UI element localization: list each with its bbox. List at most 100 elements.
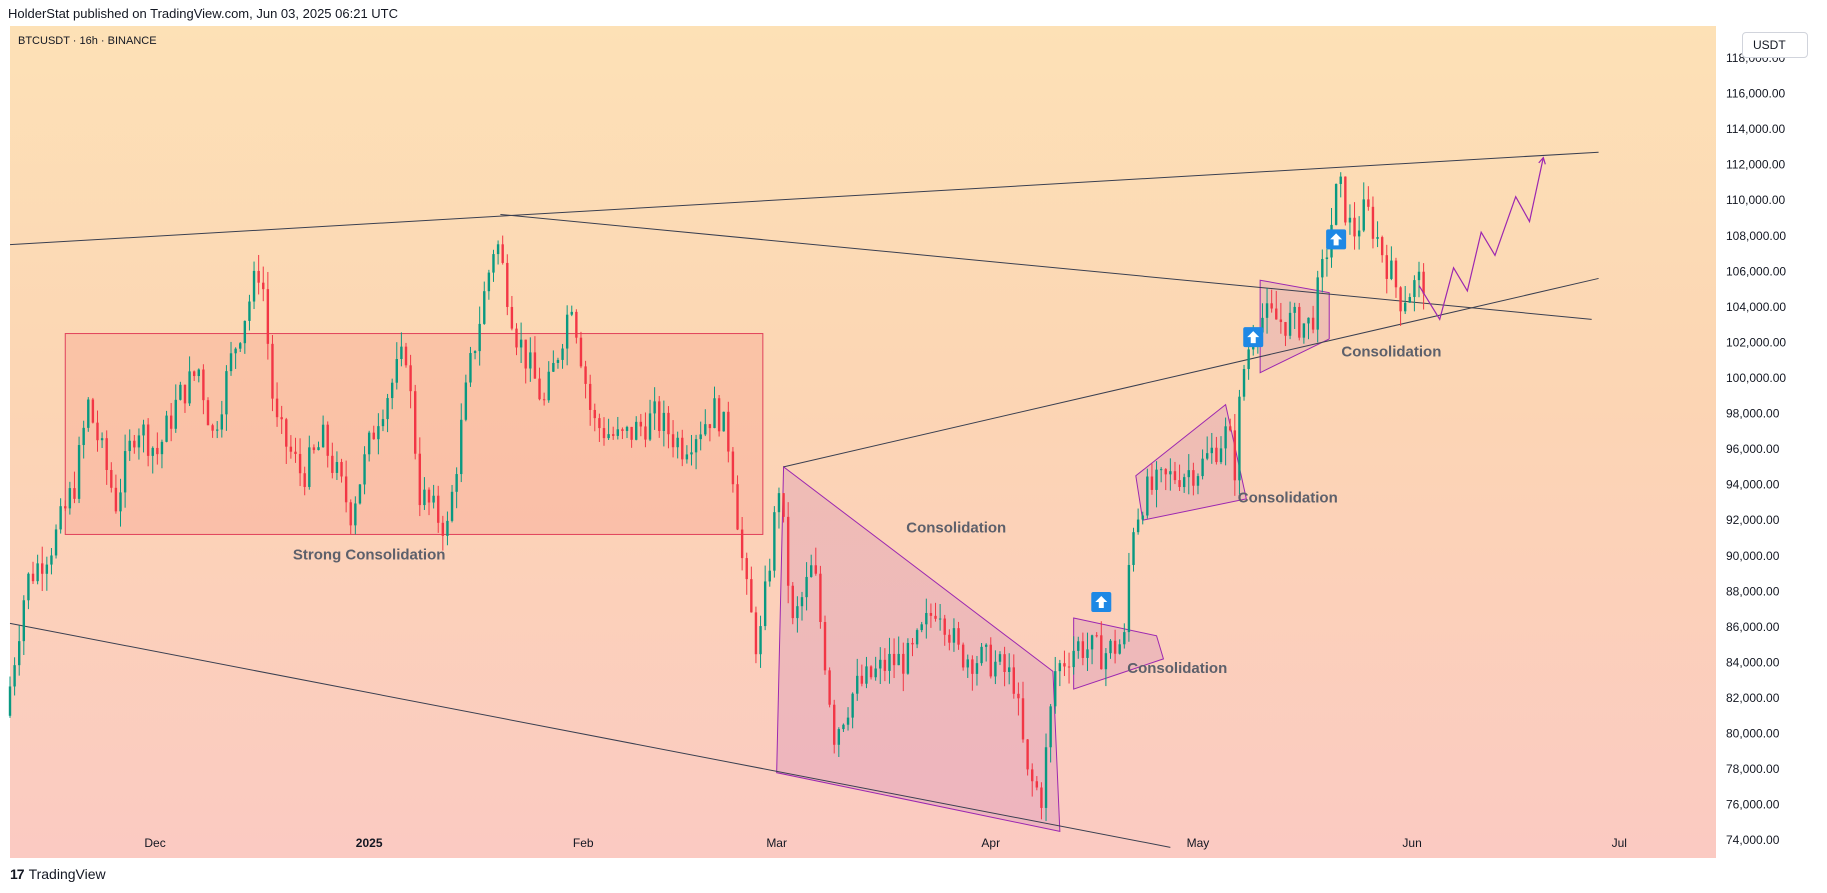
candle-body — [1325, 257, 1329, 260]
falling-wedge[interactable] — [776, 465, 1061, 832]
candle-body — [409, 365, 412, 392]
candle-body — [694, 439, 698, 453]
candle-body — [593, 409, 596, 419]
candle-body — [160, 441, 164, 455]
lower-channel-line[interactable] — [9, 622, 1171, 848]
candle-body — [676, 437, 679, 448]
candle-body — [598, 418, 601, 429]
annotation-label[interactable]: Consolidation — [906, 520, 1006, 537]
arrow-glyph — [1330, 233, 1343, 246]
candle-body — [542, 399, 546, 401]
tradingview-footer[interactable]: 17 TradingView — [10, 866, 106, 882]
candle-body — [952, 628, 956, 643]
candle-body — [658, 401, 661, 432]
candle-body — [1247, 349, 1250, 370]
candle-body — [736, 484, 739, 530]
candle-body — [1224, 426, 1227, 449]
candle-body — [492, 254, 495, 273]
candle-body — [1399, 287, 1402, 312]
candle-body — [469, 353, 472, 383]
candle-body — [354, 503, 357, 526]
candle-body — [796, 606, 799, 619]
candle-body — [874, 668, 877, 678]
candle-body — [1288, 312, 1292, 336]
price-axis[interactable] — [1716, 26, 1827, 858]
candle-body — [846, 717, 850, 725]
brand-label: TradingView — [28, 866, 106, 882]
candle-body — [87, 399, 90, 428]
candle-body — [427, 489, 431, 503]
candle-body — [1132, 532, 1135, 565]
candle-body — [133, 440, 136, 448]
currency-button[interactable]: USDT — [1742, 32, 1808, 58]
up-arrow-icon[interactable] — [1243, 327, 1264, 348]
annotation-label[interactable]: Consolidation — [1238, 489, 1338, 506]
arrow-glyph — [1247, 331, 1260, 344]
chart-plot-area[interactable] — [10, 26, 1716, 858]
candle-body — [377, 426, 380, 440]
candle-body — [833, 704, 836, 745]
candle-body — [100, 438, 104, 441]
annotation-label[interactable]: Consolidation — [1341, 344, 1441, 361]
candle-body — [114, 487, 118, 512]
candle-body — [234, 348, 237, 354]
up-arrow-icon[interactable] — [1326, 229, 1347, 250]
candle-body — [529, 352, 532, 369]
candle-body — [483, 291, 486, 324]
candle-body — [929, 613, 933, 616]
candle-body — [1017, 693, 1020, 699]
candle-body — [998, 654, 1002, 662]
candle-body — [1182, 477, 1186, 488]
candle-body — [298, 453, 302, 474]
candle-body — [1357, 230, 1361, 237]
candle-body — [418, 453, 422, 506]
candle-body — [1077, 641, 1080, 651]
candle-body — [588, 383, 592, 410]
candle-body — [137, 435, 141, 448]
candle-body — [248, 301, 251, 321]
candle-body — [805, 576, 808, 598]
candle-body — [763, 581, 767, 627]
candle-body — [625, 426, 629, 431]
candle-body — [1146, 476, 1149, 516]
candle-body — [1422, 271, 1425, 294]
candle-body — [1385, 255, 1388, 279]
projection-path[interactable] — [1418, 157, 1544, 321]
candle-body — [1293, 306, 1296, 313]
candle-body — [823, 622, 827, 671]
up-arrow-icon[interactable] — [1091, 592, 1112, 612]
flag-may[interactable] — [1135, 403, 1247, 521]
candle-body — [1035, 781, 1039, 788]
candle-body — [165, 415, 168, 442]
candle-body — [524, 339, 527, 369]
candle-body — [727, 411, 730, 452]
candle-body — [1063, 663, 1066, 667]
candle-body — [980, 646, 983, 664]
candle-body — [335, 462, 339, 473]
candle-body — [450, 491, 454, 521]
candle-body — [510, 306, 514, 329]
candle-body — [920, 624, 923, 631]
annotation-label[interactable]: Strong Consolidation — [293, 546, 445, 563]
candle-body — [1284, 322, 1287, 336]
candle-body — [984, 644, 988, 647]
candle-body — [1178, 480, 1181, 488]
candle-body — [197, 369, 200, 377]
rising-support-line[interactable] — [783, 277, 1599, 468]
candle-body — [897, 653, 900, 666]
annotation-label[interactable]: Consolidation — [1127, 660, 1227, 677]
candle-body — [1150, 476, 1154, 490]
candle-body — [616, 429, 620, 436]
upper-resistance-line[interactable] — [9, 151, 1599, 246]
candle-body — [1307, 317, 1310, 324]
candle-body — [1058, 663, 1062, 672]
candle-body — [750, 579, 753, 613]
candle-body — [791, 585, 794, 619]
candle-body — [105, 438, 108, 470]
candle-body — [667, 412, 670, 435]
candle-body — [1067, 666, 1071, 668]
candle-body — [59, 506, 62, 530]
candle-body — [713, 398, 716, 429]
descending-trendline[interactable] — [500, 213, 1592, 320]
